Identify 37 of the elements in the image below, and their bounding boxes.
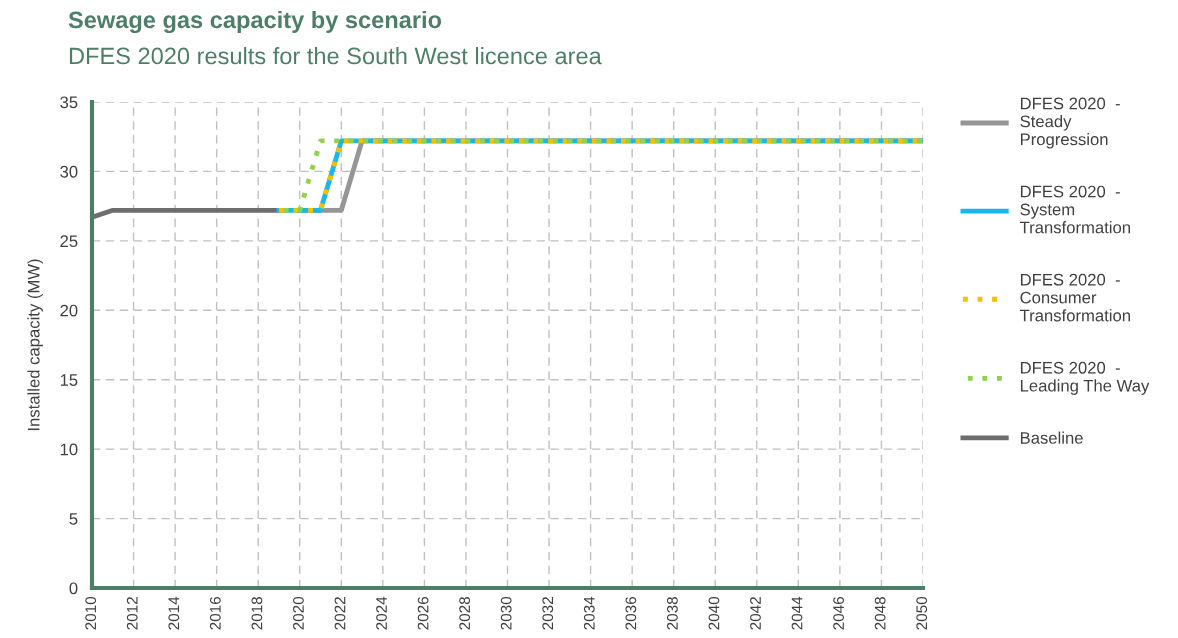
x-tick-label: 2046 <box>833 597 844 630</box>
x-tick-label: 2038 <box>666 596 678 630</box>
y-tick-label: 35 <box>60 96 78 109</box>
x-tick-label: 2032 <box>542 597 554 630</box>
x-tick-label: 2010 <box>85 596 97 630</box>
x-tick-label: 2024 <box>376 596 387 630</box>
legend-label: DFES 2020 - Leading The Way <box>1020 361 1150 395</box>
chart-title: Sewage gas capacity by scenario <box>68 10 442 34</box>
x-tick-label: 2048 <box>874 596 886 630</box>
legend-label: DFES 2020 - Steady Progression <box>1020 97 1120 149</box>
y-axis-title: Installed capacity (MW) <box>27 259 43 431</box>
x-tick-label: 2044 <box>791 596 803 630</box>
y-tick-label: 20 <box>60 304 78 317</box>
y-tick-label: 15 <box>60 374 78 386</box>
y-tick-label: 0 <box>69 582 78 595</box>
x-tick-label: 2012 <box>126 597 138 630</box>
x-tick-label: 2042 <box>750 597 761 630</box>
x-tick-label: 2026 <box>417 597 429 630</box>
legend-label: Baseline <box>1020 431 1083 444</box>
x-tick-label: 2050 <box>916 596 928 630</box>
x-tick-label: 2034 <box>583 596 595 630</box>
x-tick-label: 2018 <box>251 596 263 630</box>
x-tick-label: 2030 <box>500 596 512 630</box>
legend-label: DFES 2020 - System Transformation <box>1019 185 1130 234</box>
legend-label: DFES 2020 - Consumer Transformation <box>1019 273 1130 322</box>
x-tick-label: 2014 <box>168 596 180 630</box>
x-tick-label: 2016 <box>209 597 221 630</box>
x-tick-label: 2040 <box>708 596 720 630</box>
y-tick-label: 25 <box>60 235 78 248</box>
x-tick-label: 2022 <box>334 597 346 630</box>
x-tick-label: 2028 <box>459 596 471 630</box>
y-tick-label: 30 <box>60 165 78 178</box>
x-tick-label: 2020 <box>293 596 304 630</box>
x-tick-label: 2036 <box>625 597 637 630</box>
y-tick-label: 5 <box>69 513 78 525</box>
y-tick-label: 10 <box>60 443 78 456</box>
chart-subtitle: DFES 2020 results for the South West licence area <box>69 47 602 65</box>
